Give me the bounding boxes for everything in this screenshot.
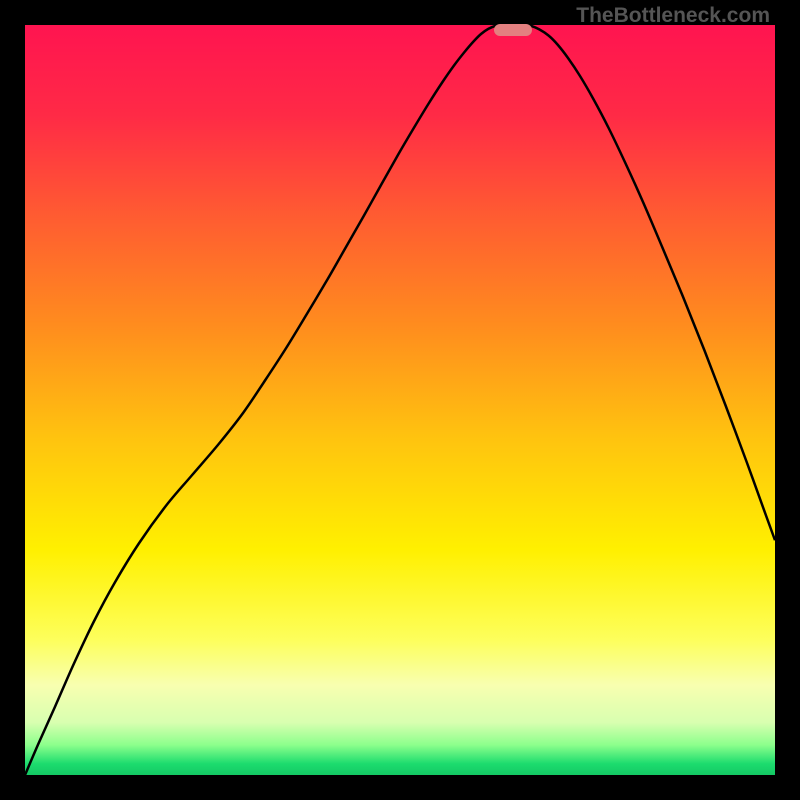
plot-area xyxy=(25,25,775,775)
chart-container: TheBottleneck.com xyxy=(0,0,800,800)
bottleneck-curve xyxy=(25,25,775,775)
optimal-marker xyxy=(494,24,532,36)
